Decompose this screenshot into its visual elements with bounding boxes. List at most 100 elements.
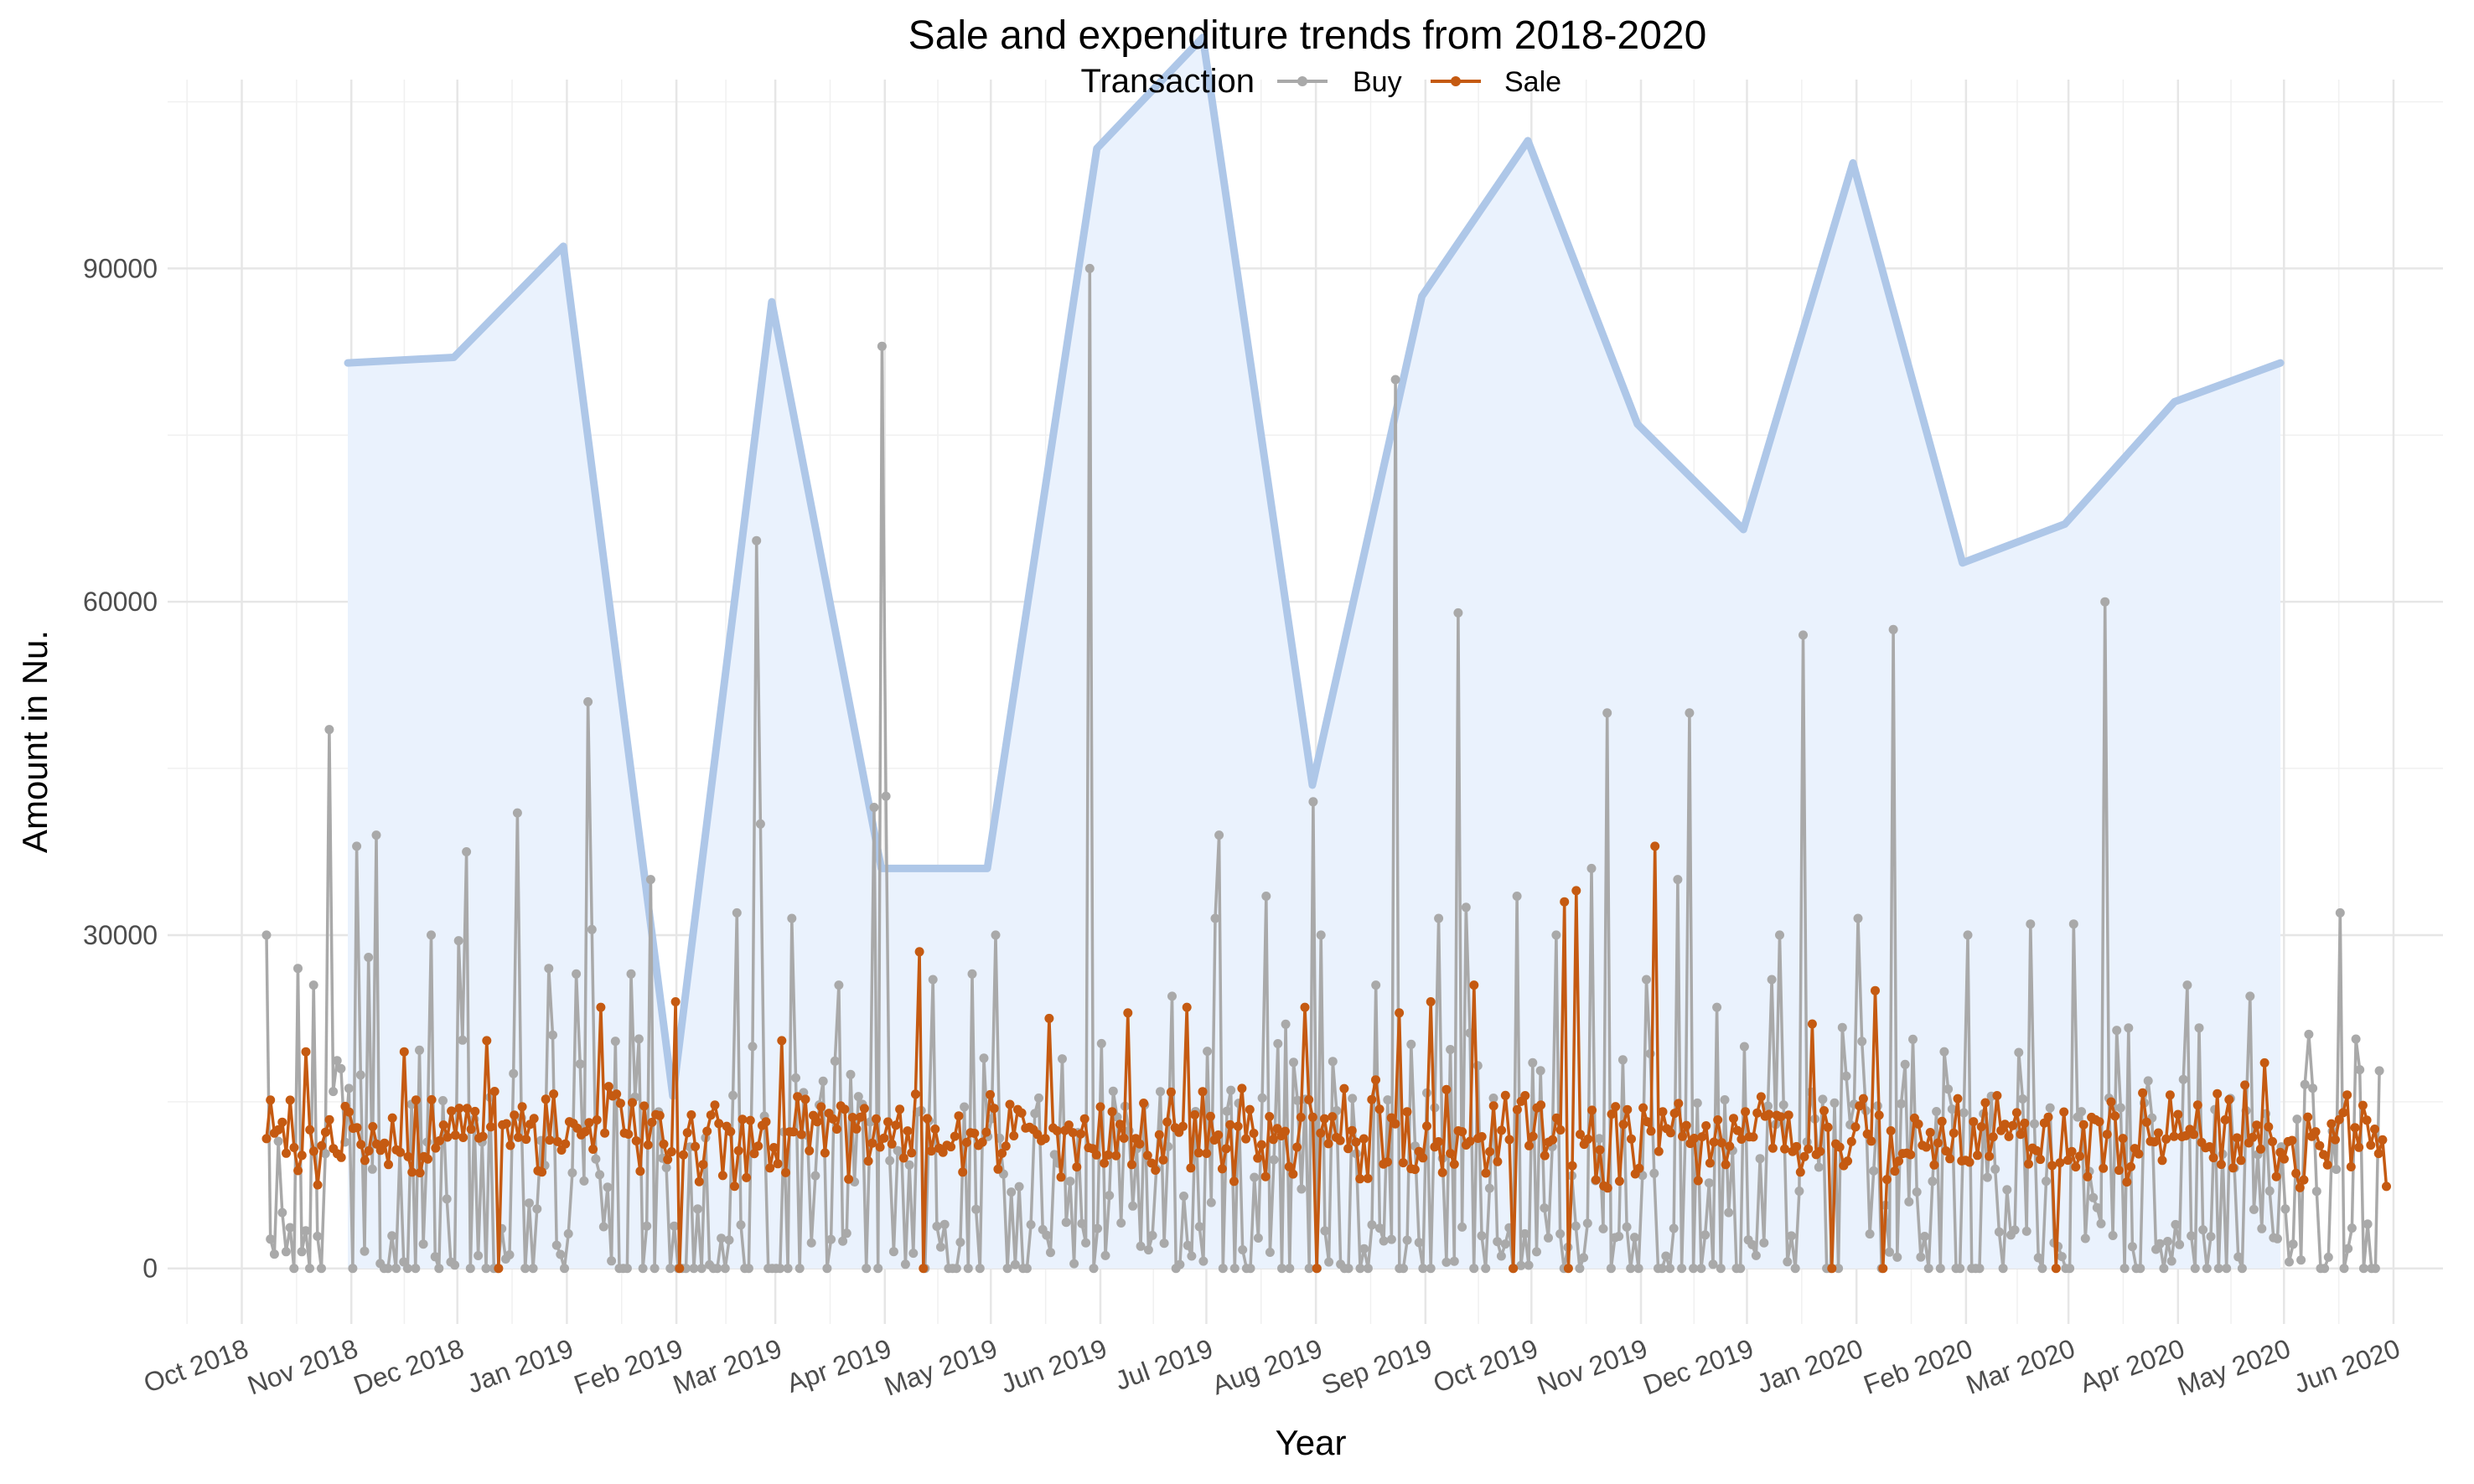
sale-point [466,1125,476,1135]
buy-point [560,1264,569,1274]
sale-point [380,1138,390,1148]
buy-point [1496,1251,1506,1261]
y-axis-ticks: 0 30000 60000 90000 [83,253,158,1283]
sale-point [903,1126,913,1136]
sale-point [2078,1119,2088,1130]
buy-peak-point [2026,919,2036,929]
buy-point [1222,1106,1232,1116]
buy-point [2037,1264,2047,1274]
sale-point [958,1167,968,1177]
buy-point [1897,1099,1906,1109]
sale-point [1221,1144,1231,1154]
buy-point [1414,1238,1424,1248]
sale-point [1583,1134,1593,1144]
buy-point [1096,1038,1106,1048]
sale-point [584,1118,594,1128]
sale-point [2075,1151,2084,1161]
buy-point [1830,1098,1840,1108]
buy-point [1994,1227,2004,1237]
buy-point [1617,1055,1628,1065]
sale-point [1434,1137,1443,1146]
sale-point [1874,1110,1884,1120]
buy-point [383,1264,393,1274]
sale-point [2378,1135,2388,1145]
buy-point [1297,1184,1307,1194]
sale-peak-point [1044,1013,1054,1023]
buy-point [1457,1222,1467,1232]
sale-peak-point [675,1264,685,1274]
buy-point [1014,1182,1024,1192]
sale-point [2110,1111,2120,1121]
buy-point [736,1220,746,1230]
buy-point [634,1034,644,1044]
buy-peak-point [587,924,597,934]
sale-point [2134,1149,2144,1159]
sale-point [1716,1138,1726,1148]
sale-point [1056,1172,1066,1182]
buy-point [2296,1255,2306,1265]
sale-point [1795,1167,1805,1177]
sale-point [679,1150,688,1160]
buy-peak-point [572,969,582,979]
buy-peak-point [2245,991,2255,1001]
sale-point [2059,1107,2069,1117]
sale-point [344,1107,355,1117]
sale-point [1862,1129,1872,1139]
buy-point [2374,1066,2384,1076]
sale-point [1162,1117,1172,1127]
buy-point [1343,1264,1353,1274]
buy-point [1147,1230,1157,1240]
buy-point [2115,1103,2125,1113]
sale-point [1359,1134,1369,1144]
buy-point [724,1235,734,1245]
sale-point [2067,1146,2077,1156]
sale-point [1504,1135,1514,1145]
buy-peak-point [1261,892,1271,901]
buy-peak-point [1853,913,1863,923]
buy-point [1689,1264,1699,1274]
sale-point [2236,1156,2246,1166]
sale-point [2311,1127,2321,1137]
sale-point [1260,1171,1271,1182]
buy-point [2010,1225,2020,1235]
buy-point [1175,1259,1185,1269]
sale-point [1374,1104,1385,1114]
buy-point [1935,1264,1945,1274]
sale-point [1217,1164,1227,1174]
sale-point [1268,1135,1278,1145]
buy-point [1285,1264,1295,1274]
sale-point [1497,1125,1507,1135]
buy-point [336,1063,346,1073]
sale-peak-point [1571,886,1581,896]
buy-point [1677,1264,1687,1274]
buy-point [1077,1218,1087,1228]
sale-point [1846,1136,1856,1146]
buy-point [415,1045,424,1055]
sale-point [443,1132,453,1142]
buy-point [1355,1264,1365,1274]
sale-point [1115,1119,1125,1130]
sale-point [872,1114,881,1124]
y-tick-label: 90000 [83,253,158,283]
sale-point [1835,1142,1845,1152]
sale-point [1638,1103,1648,1113]
sale-point [478,1131,488,1141]
buy-point [567,1168,577,1178]
sale-point [403,1151,413,1161]
sale-point [423,1154,432,1164]
sale-point [2192,1100,2202,1110]
buy-point [936,1242,945,1252]
sale-point [1052,1126,1062,1135]
sale-point [1756,1092,1766,1102]
x-axis-title: Year [1276,1423,1347,1462]
sale-point [2213,1088,2223,1099]
buy-point [1022,1264,1032,1274]
sale-point [1166,1087,1176,1097]
sale-point [435,1135,444,1145]
buy-point [2363,1219,2373,1229]
buy-peak-point [1371,980,1381,990]
buy-point [1524,1260,1534,1270]
buy-point [818,1076,828,1086]
buy-point [591,1154,601,1164]
sale-point [1146,1158,1157,1168]
